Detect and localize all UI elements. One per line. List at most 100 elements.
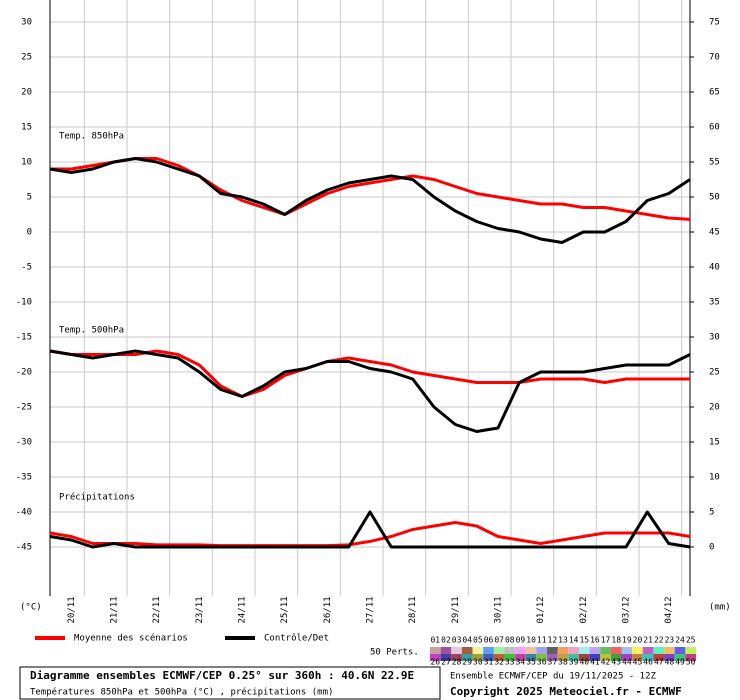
perturbation-label: 23 — [665, 636, 675, 645]
perturbations-label: 50 Perts. — [370, 648, 419, 658]
x-tick-label: 22/11 — [152, 596, 162, 623]
perturbation-label: 07 — [494, 636, 504, 645]
perturbation-label: 19 — [622, 636, 632, 645]
perturbation-label: 44 — [622, 658, 632, 667]
perturbation-label: 26 — [430, 658, 440, 667]
perturbation-label: 37 — [548, 658, 558, 667]
perturbation-swatch — [621, 654, 633, 661]
series-line — [49, 349, 691, 433]
perturbation-label: 24 — [675, 636, 685, 645]
perturbation-swatch — [451, 654, 462, 661]
plot-area — [50, 0, 690, 596]
perturbation-label: 08 — [505, 636, 515, 645]
perturbation-label: 31 — [484, 658, 494, 667]
perturbation-label: 13 — [558, 636, 568, 645]
x-tick-label: 25/11 — [280, 596, 290, 623]
copyright: Copyright 2025 Meteociel.fr - ECMWF — [450, 685, 682, 698]
perturbation-swatch — [536, 647, 548, 654]
perturbation-swatch — [642, 654, 654, 661]
perturbation-label: 28 — [452, 658, 462, 667]
perturbation-swatch — [547, 647, 558, 654]
x-tick-label: 02/12 — [579, 596, 589, 623]
y-unit: (°C) — [20, 603, 42, 613]
perturbation-label: 50 — [686, 658, 696, 667]
y-tick-label: -35 — [16, 473, 32, 483]
perturbation-swatch — [515, 647, 526, 654]
x-tick-label: 26/11 — [323, 596, 333, 623]
x-tick-label: 23/11 — [195, 596, 205, 623]
caption-box — [19, 666, 441, 700]
perturbation-label: 16 — [590, 636, 600, 645]
perturbation-label: 42 — [601, 658, 611, 667]
perturbation-swatch — [632, 654, 643, 661]
y-tick-label: -20 — [16, 368, 32, 378]
y-tick-label: 10 — [21, 158, 32, 168]
series-line — [49, 157, 691, 244]
y2-tick-label: 60 — [709, 123, 720, 133]
perturbation-label: 38 — [558, 658, 568, 667]
perturbation-swatch — [685, 647, 696, 654]
series-line — [49, 521, 691, 548]
x-tick-label: 30/11 — [494, 596, 504, 623]
x-tick-label: 04/12 — [664, 596, 674, 623]
perturbation-swatch — [483, 654, 494, 661]
perturbation-swatch — [440, 654, 452, 661]
perturbation-swatch — [472, 647, 484, 654]
perturbation-swatch — [642, 647, 654, 654]
perturbation-label: 15 — [579, 636, 589, 645]
perturbation-label: 09 — [516, 636, 526, 645]
series-line — [49, 349, 690, 398]
y2-tick-label: 30 — [709, 333, 720, 343]
perturbation-swatch — [632, 647, 643, 654]
perturbation-swatch — [610, 647, 622, 654]
perturbation-swatch — [493, 654, 505, 661]
perturbation-label: 02 — [441, 636, 451, 645]
perturbation-label: 34 — [516, 658, 526, 667]
y-tick-label: 0 — [27, 228, 32, 238]
y-tick-label: -40 — [16, 508, 32, 518]
perturbation-label: 17 — [601, 636, 611, 645]
perturbation-label: 12 — [548, 636, 558, 645]
x-tick-label: 29/11 — [451, 596, 461, 623]
perturbation-swatch — [440, 647, 452, 654]
perturbation-swatch — [472, 654, 484, 661]
perturbation-label: 21 — [643, 636, 653, 645]
perturbation-swatch — [547, 654, 558, 661]
perturbation-swatch — [610, 654, 622, 661]
perturbation-label: 14 — [569, 636, 579, 645]
perturbation-label: 45 — [633, 658, 643, 667]
perturbation-label: 20 — [633, 636, 643, 645]
y2-tick-label: 45 — [709, 228, 720, 238]
perturbation-swatch — [600, 654, 611, 661]
series-line — [49, 510, 691, 549]
perturbation-swatch — [589, 647, 601, 654]
perturbation-label: 03 — [452, 636, 462, 645]
perturbation-label: 48 — [665, 658, 675, 667]
perturbation-swatch — [578, 647, 590, 654]
perturbation-label: 32 — [494, 658, 504, 667]
y-tick-label: 25 — [21, 53, 32, 63]
perturbation-swatch — [664, 647, 675, 654]
chart-subtitle: Températures 850hPa et 500hPa (°C) , pré… — [30, 687, 333, 698]
x-tick-label: 01/12 — [536, 596, 546, 623]
y2-tick-label: 35 — [709, 298, 720, 308]
perturbation-swatch — [461, 647, 473, 654]
y2-tick-label: 40 — [709, 263, 720, 273]
perturbation-label: 33 — [505, 658, 515, 667]
perturbation-label: 10 — [526, 636, 536, 645]
perturbation-label: 05 — [473, 636, 483, 645]
legend-label: Contrôle/Det — [264, 633, 329, 644]
perturbation-label: 29 — [462, 658, 472, 667]
perturbation-label: 18 — [611, 636, 621, 645]
perturbation-swatch — [568, 647, 579, 654]
x-tick-label: 21/11 — [110, 596, 120, 623]
perturbation-label: 36 — [537, 658, 547, 667]
perturbation-label: 46 — [643, 658, 653, 667]
perturbation-swatch — [430, 647, 441, 654]
y2-tick-label: 70 — [709, 53, 720, 63]
perturbation-swatch — [557, 654, 569, 661]
y2-tick-label: 15 — [709, 438, 720, 448]
perturbation-swatch — [578, 654, 590, 661]
y2-tick-label: 20 — [709, 403, 720, 413]
y-tick-label: -15 — [16, 333, 32, 343]
